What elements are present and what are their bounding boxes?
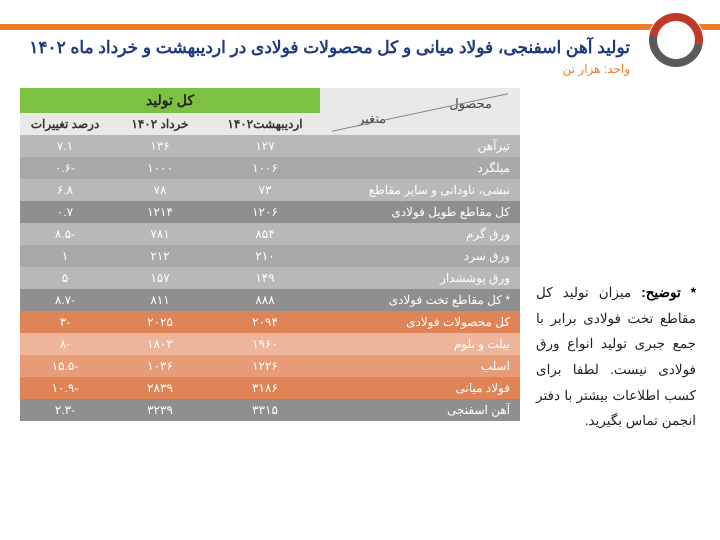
cell-product: بیلت و بلوم xyxy=(320,333,520,355)
cell-value: ۰.۷ xyxy=(20,201,110,223)
cell-product: آهن اسفنجی xyxy=(320,399,520,421)
cell-value: ۱۰۳۶ xyxy=(110,355,210,377)
cell-value: -۰.۶ xyxy=(20,157,110,179)
cell-value: ۵ xyxy=(20,267,110,289)
cell-value: -۳ xyxy=(20,311,110,333)
table-row: کل مقاطع طویل فولادی۱۲۰۶۱۲۱۴۰.۷ xyxy=(20,201,520,223)
table-row: آهن اسفنجی۳۳۱۵۳۲۳۹-۲.۳ xyxy=(20,399,520,421)
table-row: تیرآهن۱۲۷۱۳۶۷.۱ xyxy=(20,135,520,157)
cell-value: ۳۱۸۶ xyxy=(210,377,320,399)
header-pct: درصد تغییرات xyxy=(20,113,110,135)
cell-value: ۱۹۶۰ xyxy=(210,333,320,355)
table-row: ورق سرد۲۱۰۲۱۲۱ xyxy=(20,245,520,267)
footnote-text: میزان تولید کل مقاطع تخت فولادی برابر با… xyxy=(536,285,696,428)
header-product: محصول متغیر xyxy=(320,88,520,135)
cell-value: ۳۳۱۵ xyxy=(210,399,320,421)
table-row: ورق گرم۸۵۴۷۸۱-۸.۵ xyxy=(20,223,520,245)
cell-value: ۷.۱ xyxy=(20,135,110,157)
cell-product: کل مقاطع طویل فولادی xyxy=(320,201,520,223)
cell-value: ۸۱۱ xyxy=(110,289,210,311)
table-row: ورق پوششدار۱۴۹۱۵۷۵ xyxy=(20,267,520,289)
cell-value: ۱ xyxy=(20,245,110,267)
table-row: کل محصولات فولادی۲۰۹۴۲۰۲۵-۳ xyxy=(20,311,520,333)
cell-value: ۱۲۲۶ xyxy=(210,355,320,377)
cell-value: ۱۰۰۶ xyxy=(210,157,320,179)
footnote-label: * توضیح: xyxy=(641,285,696,300)
cell-value: ۱۸۰۳ xyxy=(110,333,210,355)
header-jun: خرداد ۱۴۰۲ xyxy=(110,113,210,135)
cell-value: ۱۲۱۴ xyxy=(110,201,210,223)
cell-product: ورق پوششدار xyxy=(320,267,520,289)
cell-value: ۷۸۱ xyxy=(110,223,210,245)
cell-value: ۲۰۲۵ xyxy=(110,311,210,333)
unit-label: واحد: هزار تن xyxy=(29,62,630,76)
cell-value: ۱۲۰۶ xyxy=(210,201,320,223)
cell-product: میلگرد xyxy=(320,157,520,179)
cell-value: ۸۸۸ xyxy=(210,289,320,311)
cell-value: ۱۵۷ xyxy=(110,267,210,289)
table-row: اسلب۱۲۲۶۱۰۳۶-۱۵.۵ xyxy=(20,355,520,377)
table-row: میلگرد۱۰۰۶۱۰۰۰-۰.۶ xyxy=(20,157,520,179)
cell-product: فولاد میانی xyxy=(320,377,520,399)
cell-product: * کل مقاطع تخت فولادی xyxy=(320,289,520,311)
cell-value: ۲۰۹۴ xyxy=(210,311,320,333)
cell-product: نبشی، ناودانی و سایر مقاطع xyxy=(320,179,520,201)
cell-value: ۷۸ xyxy=(110,179,210,201)
cell-value: ۲۱۰ xyxy=(210,245,320,267)
table-row: * کل مقاطع تخت فولادی۸۸۸۸۱۱-۸.۷ xyxy=(20,289,520,311)
cell-value: -۱۵.۵ xyxy=(20,355,110,377)
cell-product: کل محصولات فولادی xyxy=(320,311,520,333)
cell-value: ۲۱۲ xyxy=(110,245,210,267)
cell-value: ۸۵۴ xyxy=(210,223,320,245)
cell-value: ۷۳ xyxy=(210,179,320,201)
cell-value: -۸.۷ xyxy=(20,289,110,311)
table-row: بیلت و بلوم۱۹۶۰۱۸۰۳-۸ xyxy=(20,333,520,355)
logo-icon xyxy=(648,12,704,68)
cell-product: اسلب xyxy=(320,355,520,377)
cell-value: ۱۴۹ xyxy=(210,267,320,289)
table-row: نبشی، ناودانی و سایر مقاطع۷۳۷۸۶.۸ xyxy=(20,179,520,201)
cell-value: -۲.۳ xyxy=(20,399,110,421)
title-block: تولید آهن اسفنجی، فولاد میانی و کل محصول… xyxy=(29,38,630,76)
cell-product: تیرآهن xyxy=(320,135,520,157)
cell-value: -۸.۵ xyxy=(20,223,110,245)
cell-value: ۱۰۰۰ xyxy=(110,157,210,179)
cell-product: ورق گرم xyxy=(320,223,520,245)
header-total: کل تولید xyxy=(20,88,320,113)
cell-value: ۳۲۳۹ xyxy=(110,399,210,421)
cell-value: -۸ xyxy=(20,333,110,355)
production-table: محصول متغیر کل تولید اردیبهشت۱۴۰۲ خرداد … xyxy=(20,88,520,421)
footnote: * توضیح: میزان تولید کل مقاطع تخت فولادی… xyxy=(536,280,696,434)
page-title: تولید آهن اسفنجی، فولاد میانی و کل محصول… xyxy=(29,38,630,58)
cell-value: ۱۳۶ xyxy=(110,135,210,157)
cell-product: ورق سرد xyxy=(320,245,520,267)
cell-value: -۱۰.۹ xyxy=(20,377,110,399)
header-may: اردیبهشت۱۴۰۲ xyxy=(210,113,320,135)
cell-value: ۱۲۷ xyxy=(210,135,320,157)
cell-value: ۶.۸ xyxy=(20,179,110,201)
table-row: فولاد میانی۳۱۸۶۲۸۳۹-۱۰.۹ xyxy=(20,377,520,399)
cell-value: ۲۸۳۹ xyxy=(110,377,210,399)
accent-bar xyxy=(0,24,720,30)
